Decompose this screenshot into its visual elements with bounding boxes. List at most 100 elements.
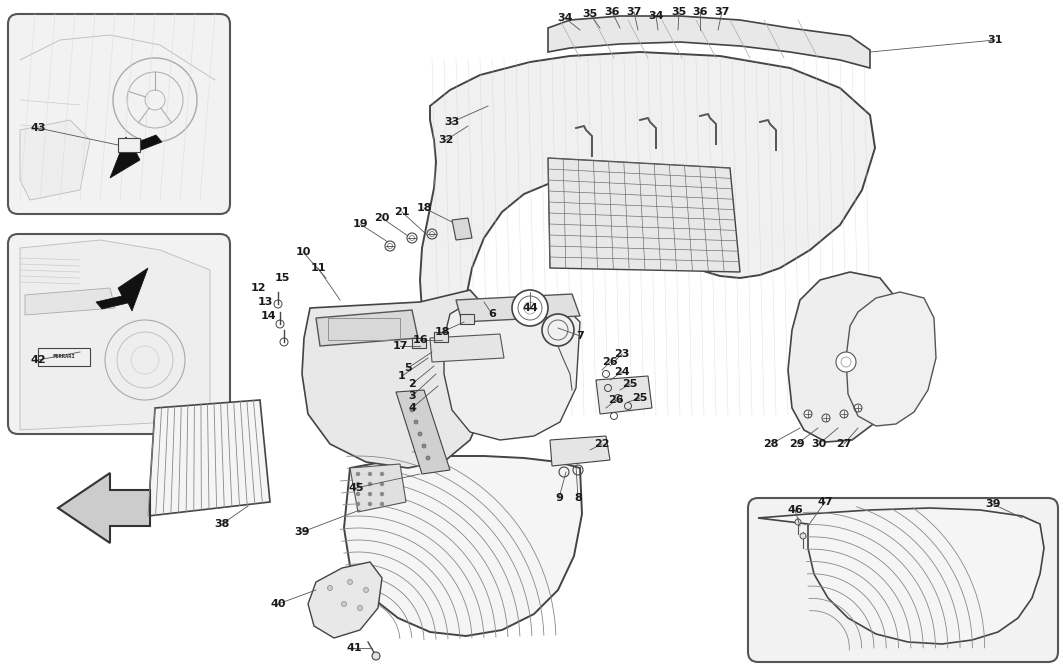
Polygon shape <box>452 218 472 240</box>
Text: 33: 33 <box>444 117 459 127</box>
Text: 13: 13 <box>257 297 273 307</box>
Bar <box>328 318 400 340</box>
Text: 28: 28 <box>763 439 779 449</box>
Text: 18: 18 <box>435 327 450 337</box>
Circle shape <box>426 456 431 460</box>
Text: 37: 37 <box>626 7 642 17</box>
Text: 31: 31 <box>988 35 1002 45</box>
Circle shape <box>379 482 384 486</box>
Bar <box>434 332 448 342</box>
Text: 14: 14 <box>260 311 275 321</box>
Polygon shape <box>109 135 162 178</box>
Text: 40: 40 <box>270 599 286 609</box>
Polygon shape <box>444 302 580 440</box>
Polygon shape <box>396 390 450 474</box>
FancyBboxPatch shape <box>9 234 230 434</box>
Polygon shape <box>846 292 937 426</box>
Circle shape <box>341 601 347 607</box>
Text: 25: 25 <box>622 379 638 389</box>
Text: 18: 18 <box>417 203 432 213</box>
Text: 35: 35 <box>583 9 597 19</box>
Circle shape <box>356 502 360 506</box>
Circle shape <box>348 579 353 585</box>
Polygon shape <box>431 334 504 362</box>
Circle shape <box>368 502 372 506</box>
Text: 26: 26 <box>608 395 624 405</box>
Circle shape <box>410 408 414 412</box>
Circle shape <box>327 585 333 591</box>
Circle shape <box>542 314 574 346</box>
Bar <box>38 348 90 366</box>
Polygon shape <box>316 310 418 346</box>
Text: 9: 9 <box>555 493 563 503</box>
Text: 16: 16 <box>412 335 427 345</box>
Text: 47: 47 <box>817 497 832 507</box>
Text: 8: 8 <box>574 493 581 503</box>
Text: 35: 35 <box>672 7 687 17</box>
Text: 5: 5 <box>404 363 411 373</box>
Polygon shape <box>350 464 406 512</box>
Text: 22: 22 <box>594 439 610 449</box>
Circle shape <box>372 652 379 660</box>
Text: 39: 39 <box>985 499 1000 509</box>
Text: 26: 26 <box>602 357 618 367</box>
Polygon shape <box>456 294 580 322</box>
Text: 17: 17 <box>392 341 408 351</box>
Polygon shape <box>549 158 740 272</box>
Text: 23: 23 <box>614 349 629 359</box>
Text: 21: 21 <box>394 207 409 217</box>
Text: 15: 15 <box>274 273 290 283</box>
Bar <box>460 314 474 324</box>
Polygon shape <box>550 436 610 466</box>
Text: 10: 10 <box>296 247 310 257</box>
Text: 2: 2 <box>408 379 416 389</box>
FancyBboxPatch shape <box>748 498 1058 662</box>
Polygon shape <box>308 562 382 638</box>
Text: 11: 11 <box>310 263 325 273</box>
Text: 1: 1 <box>399 371 406 381</box>
Polygon shape <box>302 290 490 468</box>
Circle shape <box>368 472 372 476</box>
Polygon shape <box>788 272 898 442</box>
Text: FERRARI: FERRARI <box>53 355 75 359</box>
Bar <box>118 138 140 152</box>
Text: 43: 43 <box>30 123 46 133</box>
Text: 42: 42 <box>30 355 46 365</box>
Circle shape <box>368 492 372 496</box>
Text: 30: 30 <box>811 439 827 449</box>
Text: 38: 38 <box>215 519 230 529</box>
Text: 32: 32 <box>438 135 454 145</box>
Text: 34: 34 <box>648 11 663 21</box>
Circle shape <box>357 605 362 611</box>
Text: 36: 36 <box>692 7 708 17</box>
Polygon shape <box>758 508 1044 644</box>
Text: 37: 37 <box>714 7 729 17</box>
Text: 29: 29 <box>789 439 805 449</box>
Text: 46: 46 <box>787 505 803 515</box>
Polygon shape <box>420 52 875 418</box>
Text: 41: 41 <box>347 643 361 653</box>
Circle shape <box>368 482 372 486</box>
Circle shape <box>356 472 360 476</box>
Text: 25: 25 <box>632 393 647 403</box>
Circle shape <box>379 472 384 476</box>
Text: 20: 20 <box>374 213 390 223</box>
Polygon shape <box>26 288 115 315</box>
Circle shape <box>800 533 806 539</box>
Polygon shape <box>58 473 150 543</box>
Text: 24: 24 <box>614 367 629 377</box>
Text: 7: 7 <box>576 331 584 341</box>
Circle shape <box>356 482 360 486</box>
Polygon shape <box>148 400 270 516</box>
Text: 12: 12 <box>250 283 266 293</box>
Circle shape <box>836 352 856 372</box>
Circle shape <box>512 290 549 326</box>
Text: 34: 34 <box>557 13 573 23</box>
Circle shape <box>418 432 422 436</box>
Polygon shape <box>20 120 90 200</box>
Text: 3: 3 <box>408 391 416 401</box>
Text: 45: 45 <box>349 483 364 493</box>
Polygon shape <box>549 16 870 68</box>
Circle shape <box>422 444 426 448</box>
Text: 39: 39 <box>294 527 309 537</box>
